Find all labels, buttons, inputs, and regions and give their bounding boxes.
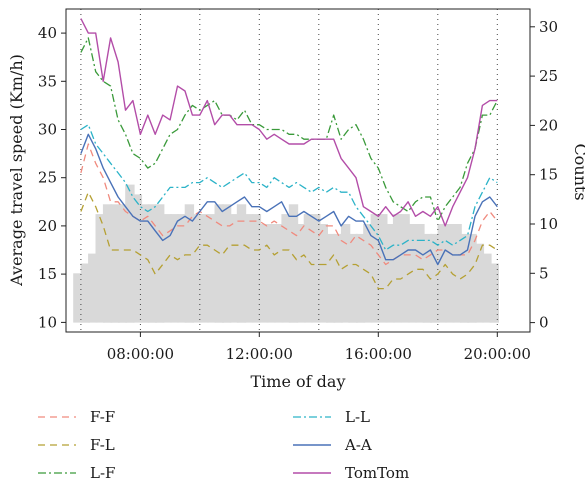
count-bar [221, 204, 232, 323]
series-line-l-l [80, 124, 498, 251]
count-bar [340, 224, 351, 323]
series-line-tomtom [80, 18, 498, 227]
count-bar [274, 224, 284, 323]
left-y-axis: 10 15 20 25 30 35 40 [38, 24, 66, 331]
count-bar [303, 214, 314, 323]
legend-label: F-F [90, 408, 115, 426]
count-bar [73, 273, 83, 323]
count-bar [370, 214, 380, 323]
series-line-a-a [80, 133, 498, 266]
count-bar [229, 214, 239, 323]
count-bar [474, 243, 485, 323]
count-bar [378, 214, 388, 323]
y-right-tick-label: 0 [539, 314, 549, 332]
count-bar [244, 214, 254, 323]
count-bar [281, 214, 291, 323]
count-bar [333, 233, 343, 323]
count-bar [489, 263, 499, 323]
lines-layer [80, 18, 498, 290]
x-tick-label: 08:00:00 [107, 345, 174, 363]
right-y-axis: 0 5 10 15 20 25 30 [530, 18, 558, 332]
count-bar [422, 233, 433, 323]
count-bar [80, 263, 90, 323]
count-bar [132, 194, 143, 323]
y-left-tick-label: 20 [38, 217, 57, 235]
count-bar [407, 224, 418, 323]
count-bar [169, 214, 180, 323]
y-right-tick-label: 30 [539, 18, 558, 36]
y-left-tick-label: 30 [38, 121, 57, 139]
count-bar [467, 233, 477, 323]
legend-label: L-L [345, 408, 370, 426]
count-bar [415, 224, 425, 323]
count-bar [445, 224, 455, 323]
x-tick-label: 20:00:00 [464, 345, 531, 363]
count-bar [199, 214, 209, 323]
count-bar [318, 224, 328, 323]
count-bar [392, 214, 403, 323]
count-bar [348, 233, 358, 323]
count-bar [110, 204, 120, 323]
count-bar [363, 224, 373, 323]
y-left-tick-label: 10 [38, 313, 57, 331]
count-bar [88, 253, 98, 323]
count-bar [430, 233, 440, 323]
count-bar [95, 214, 105, 323]
count-bar [259, 224, 269, 323]
y-right-tick-label: 25 [539, 67, 558, 85]
y-axis-left-label: Average travel speed (Km/h) [7, 54, 26, 287]
y-left-tick-label: 40 [38, 24, 57, 42]
count-bar [355, 233, 366, 323]
count-bar [140, 204, 150, 323]
y-right-tick-label: 10 [539, 215, 558, 233]
count-bar [155, 204, 165, 323]
y-axis-right-label: Counts [571, 143, 585, 200]
count-bar [125, 184, 135, 323]
series-line-l-f [80, 37, 498, 222]
series-line-f-f [80, 143, 498, 266]
count-bar [192, 214, 202, 323]
legend-label: TomTom [345, 464, 409, 482]
y-right-tick-label: 15 [539, 166, 558, 184]
count-bar [177, 214, 187, 323]
legend: F-F F-L L-F L-L A-A TomTom [38, 408, 409, 482]
count-bar [326, 233, 336, 323]
count-bar [207, 214, 217, 323]
count-bar [385, 224, 395, 323]
count-bar [266, 224, 276, 323]
legend-label: L-F [90, 464, 115, 482]
x-tick-label: 16:00:00 [345, 345, 412, 363]
legend-label: A-A [344, 436, 372, 454]
x-tick-label: 12:00:00 [226, 345, 293, 363]
count-bar [437, 224, 447, 323]
count-bar [482, 253, 492, 323]
count-bar [184, 204, 195, 323]
y-left-tick-label: 25 [38, 169, 57, 187]
count-bar [311, 214, 321, 323]
legend-label: F-L [90, 436, 115, 454]
count-bar [162, 214, 172, 323]
count-bar [102, 204, 113, 323]
plot-frame [65, 8, 531, 333]
count-bar [147, 204, 157, 323]
count-bar [459, 233, 470, 323]
count-bar [251, 214, 262, 323]
count-bar [214, 204, 224, 323]
y-left-tick-label: 15 [38, 265, 57, 283]
x-axis-label: Time of day [251, 372, 346, 391]
series-line-f-l [80, 191, 498, 290]
x-axis: 08:00:00 12:00:00 16:00:00 20:00:00 [107, 332, 531, 363]
count-bar [400, 214, 410, 323]
count-bar [288, 204, 299, 323]
count-bar [117, 204, 128, 323]
count-bar [236, 204, 247, 323]
count-bar [452, 224, 462, 323]
count-bar [296, 224, 306, 323]
y-right-tick-label: 20 [539, 116, 558, 134]
y-left-tick-label: 35 [38, 72, 57, 90]
y-right-tick-label: 5 [539, 264, 549, 282]
bars-layer [73, 184, 499, 323]
